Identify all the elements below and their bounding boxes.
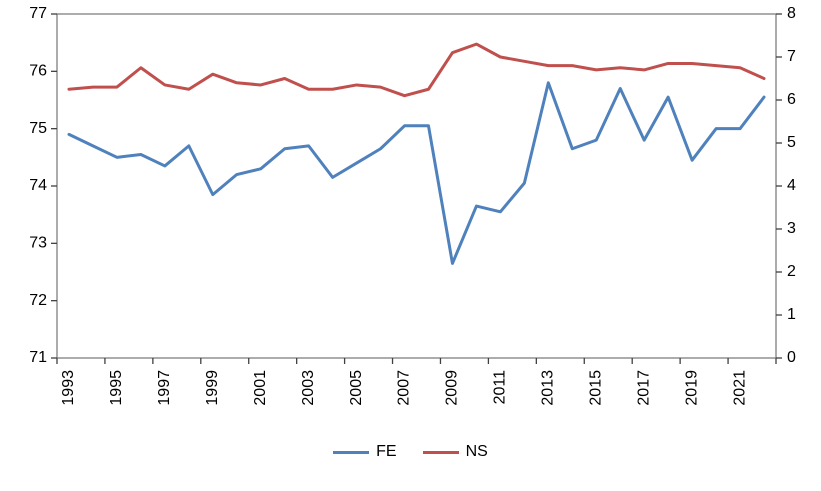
x-axis-tick-label: 2011 — [492, 370, 509, 405]
x-axis-tick-label: 1995 — [108, 370, 125, 406]
left-axis-tick-label: 77 — [29, 5, 47, 22]
left-axis-tick-label: 75 — [29, 120, 47, 137]
ns-series-line — [67, 42, 766, 98]
right-axis-tick-label: 5 — [787, 134, 796, 151]
right-axis-tick-label: 3 — [787, 220, 796, 237]
right-axis-tick-label: 6 — [787, 91, 796, 108]
right-axis-tick-label: 1 — [787, 306, 796, 323]
legend-label-ns: NS — [465, 443, 488, 460]
x-axis-tick-label: 2007 — [396, 370, 413, 406]
x-axis-tick-label: 2019 — [683, 370, 700, 406]
x-axis-tick-label: 1993 — [60, 370, 77, 406]
chart-plot-svg: 71 72 73 74 75 76 77 0 1 2 3 4 5 6 7 8 1993 1995 1997 1999 2… — [29, 5, 796, 406]
legend-item-ns: NS — [422, 443, 488, 461]
right-axis-tick-label: 8 — [787, 5, 796, 22]
right-axis-tick-label: 2 — [787, 263, 796, 280]
right-axis-tick-label: 0 — [787, 349, 796, 366]
fe-series-line — [67, 81, 766, 265]
x-axis-tick-label: 2003 — [300, 370, 317, 406]
x-axis-tick-label: 1999 — [204, 370, 221, 406]
fe-line-swatch — [333, 450, 370, 454]
x-axis-tick-label: 2013 — [540, 370, 557, 406]
legend-item-fe: FE — [333, 443, 397, 461]
left-axis-tick-label: 74 — [29, 177, 47, 194]
x-axis-tick-label: 1997 — [156, 370, 173, 406]
chart-legend: FE NS — [0, 443, 821, 461]
x-axis-tick-label: 2001 — [252, 370, 269, 406]
x-axis-tick-label: 2021 — [731, 370, 748, 406]
left-axis-tick-label: 73 — [29, 235, 47, 252]
x-axis-tick-label: 2015 — [587, 370, 604, 406]
ns-line-swatch — [422, 450, 459, 454]
x-axis-tick-label: 2017 — [635, 370, 652, 406]
legend-label-fe: FE — [376, 443, 397, 460]
left-axis-tick-label: 76 — [29, 63, 47, 80]
x-axis-tick-label: 2005 — [348, 370, 365, 406]
left-axis-tick-label: 72 — [29, 292, 47, 309]
right-axis-tick-label: 4 — [787, 177, 796, 194]
right-axis-tick-label: 7 — [787, 48, 796, 65]
left-axis-tick-label: 71 — [29, 349, 47, 366]
plot-area-border — [56, 13, 777, 359]
x-axis-tick-label: 2009 — [444, 370, 461, 406]
